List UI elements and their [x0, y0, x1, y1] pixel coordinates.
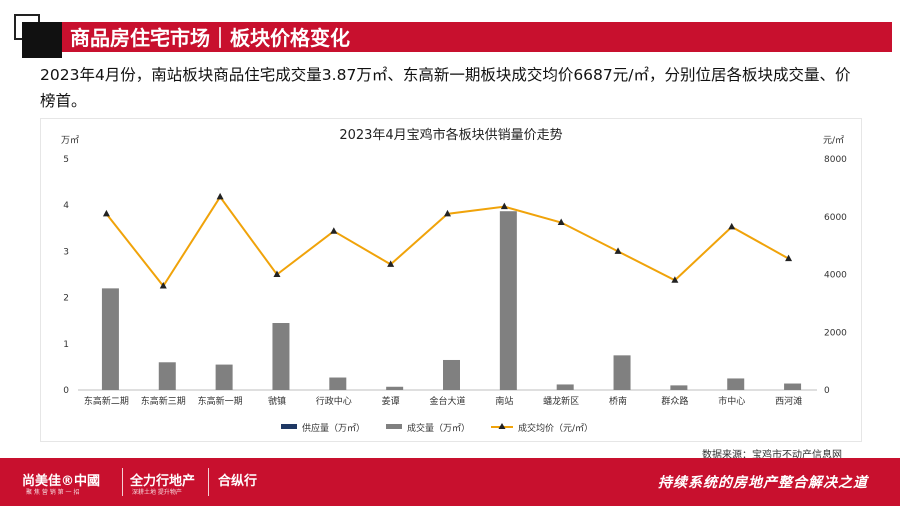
brand-shangmeijia: 尚美佳®中國	[22, 474, 101, 489]
brand-hezongxing: 合纵行	[218, 474, 258, 489]
legend-swatch-volume	[386, 424, 402, 429]
volume-bar	[727, 378, 745, 390]
price-point	[444, 209, 451, 217]
legend-label-supply: 供应量（万㎡）	[302, 422, 365, 434]
y-right-tick-label: 6000	[824, 213, 847, 223]
volume-bar	[556, 384, 574, 390]
x-tick-label: 姜谭	[382, 395, 400, 407]
price-point	[557, 218, 565, 226]
y-right-tick-label: 4000	[824, 271, 847, 281]
y-right-tick-label: 0	[824, 386, 830, 396]
price-point	[671, 276, 679, 283]
y-right-unit: 元/㎡	[823, 135, 844, 146]
header-bar	[22, 22, 892, 52]
volume-bar	[499, 211, 517, 390]
brand-quanlixing-tagline: 深耕土地 提升物产	[132, 489, 182, 496]
x-tick-label: 蟠龙新区	[543, 395, 579, 407]
x-tick-label: 西河滩	[775, 395, 802, 407]
volume-bar	[613, 355, 631, 390]
price-point	[216, 192, 224, 200]
price-point	[330, 227, 338, 234]
volume-bar	[386, 386, 404, 390]
y-left-tick-label: 4	[63, 201, 69, 211]
price-point	[102, 209, 110, 217]
volume-bar	[670, 385, 688, 390]
chart-panel: 2023年4月宝鸡市各板块供销量价走势万㎡ 元/㎡ 0 1 2 3 4 5 0 2000 4000 6…	[40, 118, 862, 442]
price-point	[159, 282, 167, 289]
volume-bar	[158, 362, 176, 390]
chart-title: 2023年4月宝鸡市各板块供销量价走势	[339, 127, 562, 143]
legend-label-volume: 成交量（万㎡）	[407, 422, 470, 434]
y-left-tick-label: 1	[63, 340, 69, 350]
volume-bar	[215, 364, 233, 390]
legend-marker-price	[498, 423, 506, 429]
y-left-tick-label: 5	[63, 155, 69, 165]
legend-swatch-supply	[281, 424, 297, 429]
x-tick-label: 东高新三期	[141, 395, 186, 407]
price-point	[614, 247, 622, 254]
brand-quanlixing: 全力行地产	[130, 474, 196, 489]
volume-bar	[329, 377, 347, 390]
volume-bar	[443, 359, 460, 390]
price-point	[387, 260, 395, 267]
price-point	[728, 222, 736, 230]
data-source-note: 数据来源：宝鸡市不动产信息网	[702, 450, 842, 461]
legend-label-price: 成交均价（元/㎡）	[518, 422, 593, 434]
footer-slogan: 持续系统的房地产整合解决之道	[658, 475, 868, 491]
y-right-tick-label: 8000	[824, 155, 847, 165]
page-title: 商品房住宅市场｜板块价格变化	[70, 26, 350, 50]
x-tick-label: 金台大道	[429, 395, 465, 407]
x-tick-label: 东高新二期	[84, 395, 129, 407]
x-tick-label: 虢镇	[268, 395, 286, 407]
summary-text: 2023年4月份，南站板块商品住宅成交量3.87万㎡、东高新一期板块成交均价66…	[40, 66, 851, 110]
footer-divider	[208, 468, 209, 496]
brand-shangmeijia-tagline: 聚 焦 营 销 第 一 招	[26, 489, 80, 496]
y-left-unit: 万㎡	[61, 135, 79, 146]
x-tick-label: 市中心	[718, 395, 745, 407]
x-tick-label: 群众路	[661, 395, 688, 407]
volume-bar	[784, 383, 802, 390]
y-left-tick-label: 2	[63, 294, 69, 304]
header-black-block	[22, 22, 62, 58]
price-point	[500, 202, 508, 210]
y-right-tick-label: 2000	[824, 328, 847, 338]
volume-bar	[101, 288, 119, 390]
volume-bar	[272, 323, 290, 390]
footer-divider	[122, 468, 123, 496]
y-left-tick-label: 0	[63, 386, 69, 396]
x-tick-label: 桥南	[609, 395, 627, 407]
x-tick-label: 行政中心	[316, 395, 352, 407]
y-left-tick-label: 3	[63, 247, 69, 257]
price-point	[785, 254, 793, 262]
price-point	[273, 270, 281, 277]
footer-bar	[0, 458, 900, 506]
x-tick-label: 东高新一期	[198, 395, 243, 407]
x-tick-label: 南站	[495, 395, 513, 407]
